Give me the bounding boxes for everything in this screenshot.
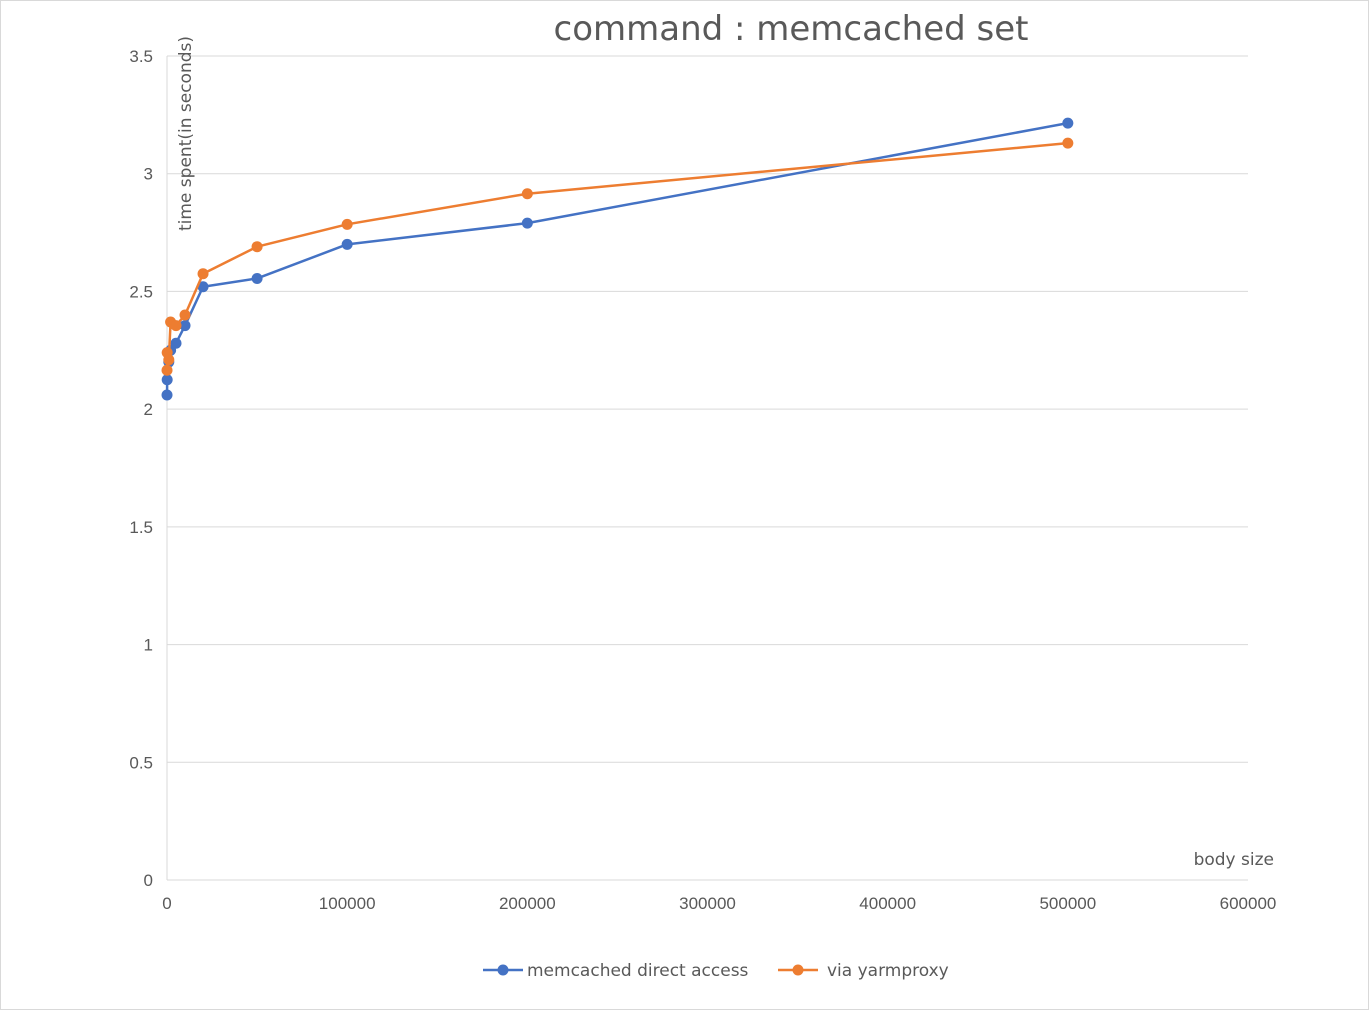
data-point-1-9[interactable]: [521, 188, 533, 200]
x-tick-label-6: 600000: [1220, 894, 1277, 913]
data-point-0-4[interactable]: [170, 337, 182, 349]
legend-marker-series-1: [792, 964, 804, 976]
x-tick-label-3: 300000: [679, 894, 736, 913]
legend-label-series-0: memcached direct access: [527, 961, 749, 981]
series-group: [161, 117, 1074, 401]
y-tick-label-0: 0: [144, 871, 153, 890]
gridlines: [167, 55, 1248, 881]
y-axis-title: time spent(in seconds): [176, 36, 196, 231]
data-point-1-4[interactable]: [170, 320, 182, 332]
data-point-1-6[interactable]: [197, 268, 209, 280]
y-tick-label-6: 3: [144, 165, 153, 184]
y-tick-label-5: 2.5: [129, 282, 153, 301]
data-point-1-7[interactable]: [251, 241, 263, 253]
y-tick-label-3: 1.5: [129, 518, 153, 537]
legend-label-series-1: via yarmproxy: [827, 961, 949, 981]
data-point-1-10[interactable]: [1062, 137, 1074, 149]
x-tick-label-5: 500000: [1039, 894, 1096, 913]
data-point-0-9[interactable]: [521, 217, 533, 229]
y-tick-label-1: 0.5: [129, 753, 153, 772]
series-line-1: [165, 141, 1068, 371]
y-tick-label-4: 2: [144, 400, 153, 419]
data-point-1-0[interactable]: [161, 364, 173, 376]
legend-item-series-0[interactable]: memcached direct access: [483, 961, 749, 981]
data-point-0-0[interactable]: [161, 389, 173, 401]
data-point-0-8[interactable]: [341, 238, 353, 250]
chart-title: command : memcached set: [554, 9, 1029, 49]
data-point-1-8[interactable]: [341, 218, 353, 230]
x-axis-ticks: 0 100000 200000 300000 400000 500000 600000: [162, 894, 1276, 913]
data-point-1-5[interactable]: [179, 309, 191, 321]
data-point-0-7[interactable]: [251, 272, 263, 284]
legend-marker-series-0: [497, 964, 509, 976]
y-tick-label-2: 1: [144, 636, 153, 655]
legend: memcached direct access via yarmproxy: [483, 961, 949, 981]
series-0: [161, 117, 1074, 401]
y-tick-label-7: 3.5: [129, 47, 153, 66]
data-point-0-5[interactable]: [179, 320, 191, 332]
legend-item-series-1[interactable]: via yarmproxy: [778, 961, 949, 981]
data-point-1-2[interactable]: [163, 354, 175, 366]
x-tick-label-0: 0: [162, 894, 171, 913]
data-point-0-6[interactable]: [197, 281, 209, 293]
x-axis-title: body size: [1194, 850, 1274, 870]
data-point-0-10[interactable]: [1062, 117, 1074, 129]
x-tick-label-2: 200000: [499, 894, 556, 913]
y-axis-ticks: 0 0.5 1 1.5 2 2.5 3 3.5: [129, 47, 153, 890]
series-1: [161, 137, 1074, 376]
x-tick-label-4: 400000: [859, 894, 916, 913]
x-tick-label-1: 100000: [319, 894, 376, 913]
data-point-0-1[interactable]: [161, 374, 173, 386]
series-line-0: [165, 121, 1069, 396]
